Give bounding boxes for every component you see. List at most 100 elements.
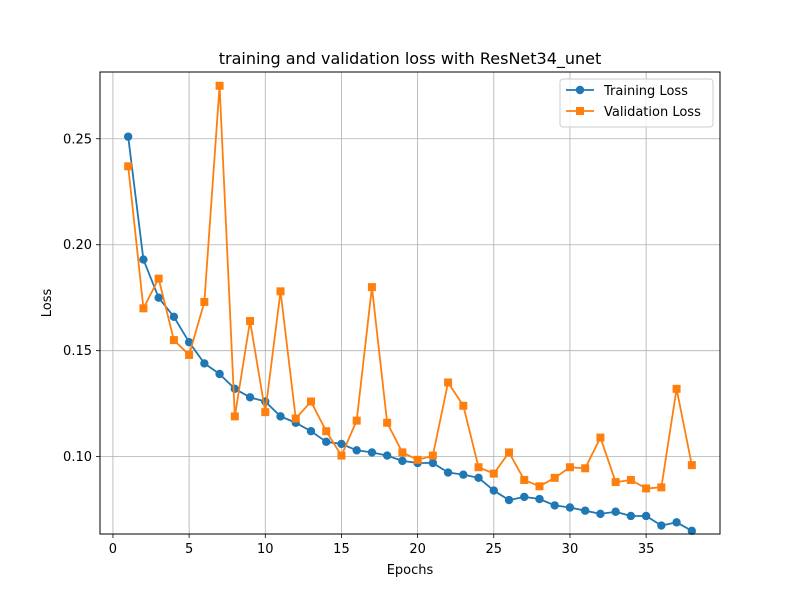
data-point-training-loss [504,495,514,505]
data-point-validation-loss [687,461,696,470]
data-point-validation-loss [596,433,605,442]
data-point-validation-loss [520,475,529,484]
y-tick-label: 0.20 [63,238,92,253]
data-point-validation-loss [535,482,544,491]
data-point-validation-loss [322,427,331,436]
x-tick-label: 20 [409,542,426,557]
x-tick-label: 10 [257,542,274,557]
data-point-training-loss [123,132,133,141]
data-point-validation-loss [581,464,590,473]
data-point-validation-loss [505,448,514,457]
x-tick-label: 35 [638,542,655,557]
data-point-training-loss [657,521,666,530]
data-point-validation-loss [428,451,437,460]
data-point-validation-loss [413,455,422,464]
data-point-training-loss [535,494,544,504]
data-point-training-loss [139,255,148,264]
data-point-validation-loss [276,287,285,296]
x-tick-label: 25 [486,542,503,557]
data-point-training-loss [596,509,605,519]
data-point-training-loss [169,312,179,321]
data-point-validation-loss [139,304,148,313]
data-point-validation-loss [215,81,224,90]
data-point-validation-loss [154,274,163,283]
data-point-validation-loss [626,475,635,484]
x-axis-label: Epochs [387,563,434,578]
data-point-validation-loss [459,401,468,410]
y-tick-label: 0.15 [63,344,92,359]
series-layer [123,81,697,536]
series-line-validation-loss [127,84,693,490]
data-point-training-loss [428,458,438,468]
data-point-training-loss [230,384,240,394]
y-tick-label: 0.10 [63,450,92,465]
data-point-training-loss [459,470,468,479]
data-point-validation-loss [672,384,681,393]
data-point-training-loss [245,393,255,402]
grid [100,72,720,534]
data-point-validation-loss [169,336,178,345]
data-point-training-loss [520,492,529,502]
data-point-validation-loss [642,484,651,493]
data-point-training-loss [672,518,681,527]
data-point-training-loss [489,486,498,495]
data-point-validation-loss [230,412,239,421]
data-point-training-loss [352,446,361,455]
data-point-validation-loss [550,473,559,482]
series-training-loss [123,132,697,536]
data-point-training-loss [215,369,224,379]
data-point-validation-loss [565,463,574,472]
data-point-training-loss [367,448,377,457]
plot-frame [99,71,721,535]
data-point-training-loss [398,456,407,466]
legend-box [559,78,714,128]
data-point-validation-loss [398,448,407,457]
y-axis: 0.10 0.15 0.20 0.25 [63,132,100,465]
data-point-training-loss [580,506,590,515]
data-point-training-loss [154,293,163,302]
data-point-training-loss [200,359,209,368]
data-point-validation-loss [474,463,483,472]
data-point-validation-loss [657,483,666,492]
data-point-training-loss [565,503,575,512]
data-point-training-loss [184,338,194,347]
data-point-validation-loss [261,408,270,417]
data-point-training-loss [626,511,636,521]
legend-label-training: Training Loss [603,84,688,99]
data-point-training-loss [382,451,392,460]
data-point-training-loss [306,427,316,436]
data-point-training-loss [611,507,620,516]
legend: Training Loss Validation Loss [559,78,714,128]
data-point-training-loss [276,412,285,421]
x-tick-label: 5 [185,542,193,557]
x-tick-label: 15 [333,542,350,557]
chart-title: training and validation loss with ResNet… [219,49,602,69]
series-validation-loss [124,81,696,493]
data-point-training-loss [322,437,331,447]
y-tick-label: 0.25 [63,132,92,147]
data-point-validation-loss [291,414,300,423]
data-point-validation-loss [367,283,376,292]
data-point-training-loss [641,511,651,521]
data-point-validation-loss [444,378,453,387]
x-tick-label: 0 [109,542,117,557]
data-point-validation-loss [306,397,315,406]
data-point-training-loss [550,501,559,510]
data-point-validation-loss [246,317,255,326]
data-point-validation-loss [352,416,361,425]
data-point-validation-loss [383,418,392,427]
x-tick-label: 30 [562,542,579,557]
data-point-validation-loss [124,162,133,171]
data-point-validation-loss [200,297,209,306]
y-axis-label: Loss [40,289,55,318]
legend-marker-training [575,85,585,95]
data-point-training-loss [337,439,346,449]
data-point-training-loss [443,468,453,477]
legend-label-validation: Validation Loss [604,105,701,120]
data-point-validation-loss [337,451,346,460]
data-point-validation-loss [489,469,498,478]
data-point-validation-loss [611,478,620,487]
data-point-validation-loss [185,350,194,359]
data-point-training-loss [474,473,483,483]
